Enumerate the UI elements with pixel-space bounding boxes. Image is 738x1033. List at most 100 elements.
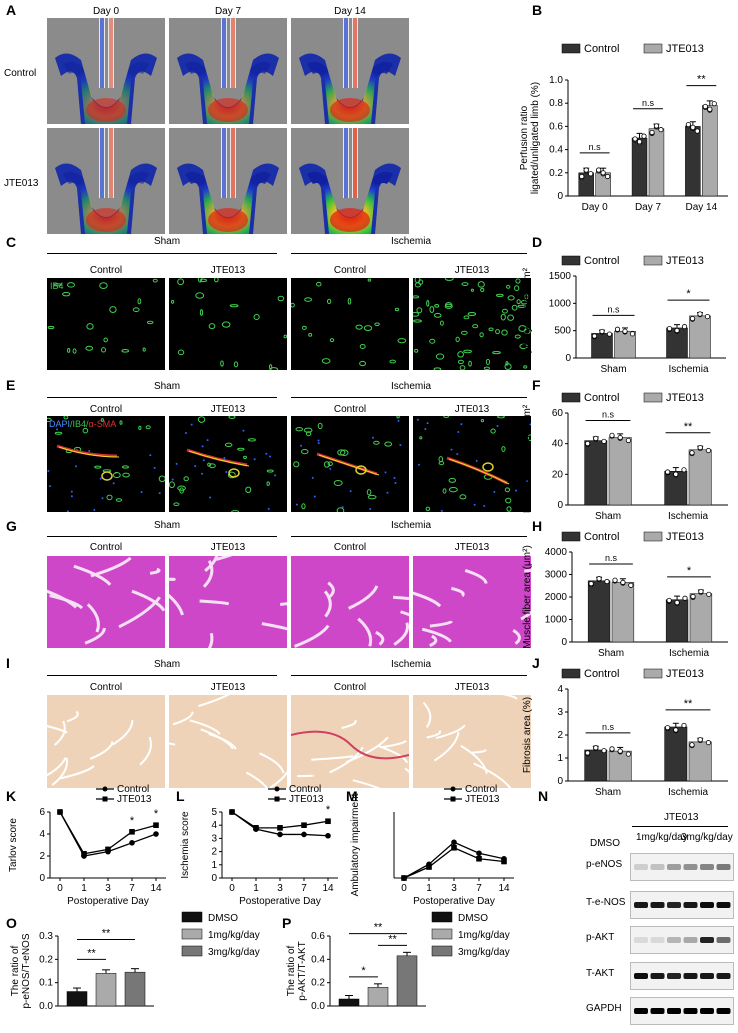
y-axis-label: Perfusion ratio [520, 105, 530, 170]
c-sham-line [47, 253, 277, 254]
legend-label: DMSO [458, 913, 488, 924]
blot-strip [630, 997, 734, 1025]
x-axis-label: Postoperative Day [413, 896, 495, 907]
legend-label: Control [584, 43, 619, 55]
y-tick-label: 3000 [545, 570, 568, 581]
beige-micrograph [169, 695, 287, 788]
legend-label: JTE013 [666, 43, 704, 55]
legend-swatch [561, 531, 581, 542]
g-ischemia-line [291, 536, 527, 537]
data-point [325, 832, 331, 839]
chart-j: Control JTE013 0 1 2 3 4 Fibrosis area (%) Sham n… [522, 668, 728, 798]
bar [666, 327, 688, 359]
y-tick-label: 5 [211, 807, 217, 818]
legend-swatch [643, 43, 663, 54]
y-tick-label: 1 [557, 753, 563, 764]
legend-marker [274, 786, 280, 792]
x-tick-label: 1 [253, 883, 259, 894]
data-point [707, 106, 713, 112]
legend-swatch [561, 668, 581, 679]
i-col-control-1: Control [89, 682, 123, 693]
legend-label: Control [584, 531, 619, 543]
y-tick-label: 3 [557, 707, 563, 718]
i-sham-line [47, 675, 277, 676]
data-point [666, 597, 672, 604]
y-tick-label: 500 [554, 326, 571, 337]
y-tick-label: 0 [39, 873, 45, 884]
x-tick-label: 0 [57, 883, 63, 894]
y-axis-label: p-eNOS/T-eNOS [21, 933, 32, 1008]
x-tick-label: 7 [301, 883, 307, 894]
day7-header: Day 7 [214, 6, 242, 17]
y-tick-label: 0.2 [549, 168, 563, 179]
y-axis-label: ligated/unligated limb (%) [530, 82, 541, 194]
legend-swatch [643, 531, 663, 542]
y-tick-label: 4000 [545, 547, 568, 558]
n-top-line [632, 826, 728, 827]
doppler-image [47, 128, 165, 234]
data-point [57, 809, 63, 815]
panel-label-c: C [6, 234, 17, 250]
data-point [612, 577, 618, 583]
bar [689, 593, 713, 643]
x-tick-label: Ischemia [668, 787, 708, 798]
x-tick-label: Sham [598, 648, 624, 659]
x-tick-label: 7 [129, 883, 135, 894]
legend-swatch [431, 945, 453, 957]
y-tick-label: 0.2 [39, 954, 53, 965]
y-tick-label: 60 [552, 408, 564, 419]
legend-marker [450, 786, 456, 792]
bar [338, 998, 360, 1007]
legend-label: JTE013 [666, 392, 704, 404]
data-point [681, 324, 688, 330]
e-ischemia-line [291, 397, 527, 398]
data-point [129, 829, 135, 835]
legend-label: Control [289, 784, 321, 795]
bar [587, 580, 611, 643]
doppler-image [291, 128, 409, 234]
pink-micrograph [291, 556, 409, 648]
data-point [658, 127, 664, 133]
chart-d: Control JTE013 0 500 1000 1500 Capillary vesse… [522, 255, 726, 375]
data-point [681, 722, 687, 729]
legend-label: Control [465, 784, 497, 795]
y-tick-label: 0.6 [311, 931, 325, 942]
y-tick-label: 4 [557, 684, 563, 695]
legend-swatch [561, 43, 581, 54]
data-point [585, 750, 591, 756]
y-axis-label: Capillary vessels/mm² [522, 267, 533, 365]
x-tick-label: Day 0 [582, 202, 609, 213]
data-point [596, 167, 602, 173]
data-point [641, 133, 647, 139]
g-ischemia-header: Ischemia [390, 520, 431, 531]
data-point [665, 725, 671, 731]
legend-marker [102, 786, 108, 792]
blot-band-label: T-AKT [586, 968, 615, 979]
x-tick-label: 0 [401, 883, 407, 894]
data-point [229, 809, 235, 815]
y-tick-label: 0.4 [549, 145, 563, 156]
n-lane-low: 1mg/kg/day [636, 832, 688, 843]
data-point [697, 311, 703, 317]
sig-label: * [326, 804, 331, 816]
data-point [604, 578, 610, 585]
e-sham-line [47, 397, 277, 398]
i-sham-header: Sham [153, 659, 181, 670]
sig-label: n.s [589, 142, 602, 152]
data-point [277, 831, 283, 838]
data-point [593, 435, 599, 441]
data-point [690, 593, 696, 600]
merge-micrograph [169, 416, 287, 512]
data-point [711, 101, 717, 107]
data-point [105, 846, 111, 853]
data-point [649, 129, 655, 136]
y-tick-label: 0 [565, 353, 571, 364]
g-sham-header: Sham [153, 520, 181, 531]
panel-label-i: I [6, 655, 10, 671]
y-tick-label: 2000 [545, 592, 568, 603]
data-point [277, 825, 283, 831]
data-point [588, 581, 594, 587]
i-col-jte-1: JTE013 [210, 682, 246, 693]
i-col-jte-2: JTE013 [454, 682, 490, 693]
data-point [476, 855, 482, 862]
